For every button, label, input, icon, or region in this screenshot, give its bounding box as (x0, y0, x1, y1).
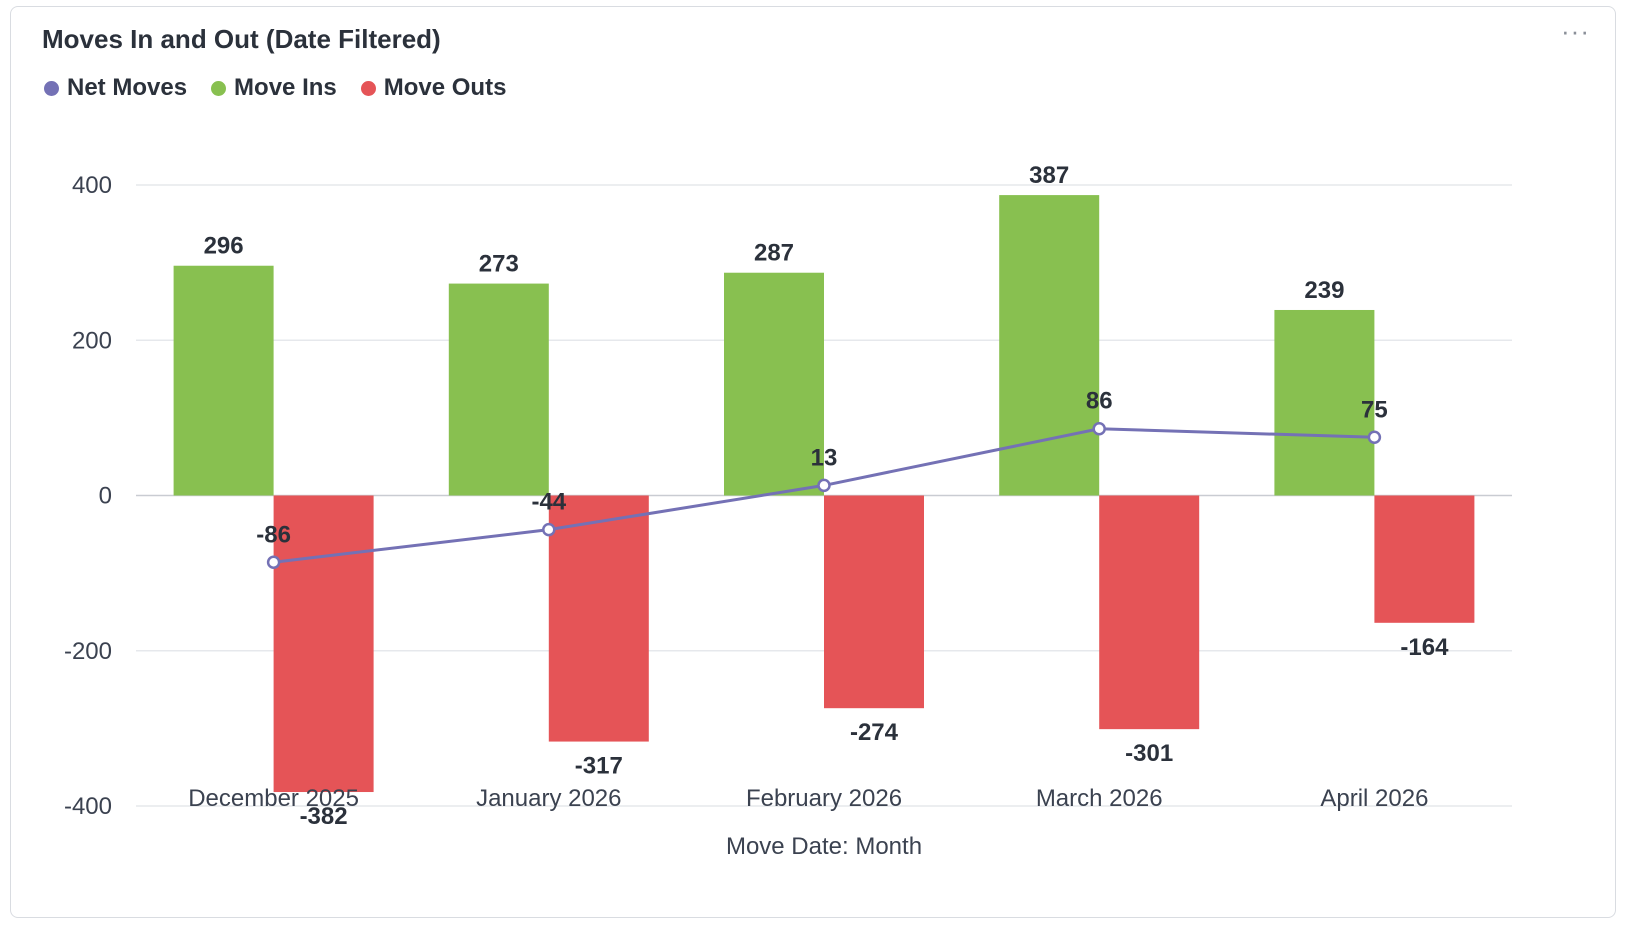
y-tick-label: -400 (64, 793, 112, 820)
legend-item-net-moves[interactable]: Net Moves (44, 74, 187, 102)
bar-move-ins (1274, 309, 1375, 496)
bar-move-outs (273, 495, 374, 793)
y-tick-label: 400 (72, 172, 112, 199)
data-label-move-ins: 273 (479, 251, 519, 278)
x-tick-label: January 2026 (476, 785, 621, 812)
bar-move-ins (448, 283, 549, 496)
data-label-move-ins: 387 (1029, 162, 1069, 189)
legend-swatch-net-moves (44, 80, 59, 96)
data-label-move-outs: -301 (1125, 740, 1173, 767)
bar-move-ins (999, 195, 1100, 496)
data-label-move-ins: 296 (204, 233, 244, 260)
point-net-moves (266, 555, 281, 570)
more-options-icon[interactable]: ··· (1561, 16, 1590, 46)
legend-swatch-move-ins (211, 80, 227, 96)
data-label-net-moves: -44 (531, 489, 566, 516)
data-label-move-outs: -317 (575, 753, 623, 780)
point-net-moves (817, 478, 831, 493)
x-tick-label: March 2026 (1036, 785, 1163, 812)
data-label-net-moves: -86 (256, 521, 291, 548)
chart-title: Moves In and Out (Date Filtered) (42, 24, 441, 54)
chart-legend: Net Moves Move Ins Move Outs (44, 74, 506, 102)
legend-item-move-ins[interactable]: Move Ins (211, 74, 337, 102)
bar-move-outs (548, 495, 649, 742)
legend-label-move-outs: Move Outs (383, 74, 507, 101)
x-tick-label: December 2025 (188, 785, 359, 812)
data-label-move-outs: -382 (300, 803, 348, 830)
legend-swatch-move-outs (360, 80, 376, 96)
data-label-move-ins: 239 (1304, 277, 1344, 304)
legend-item-move-outs[interactable]: Move Outs (360, 74, 507, 102)
data-label-move-outs: -274 (850, 719, 899, 746)
bar-move-ins (724, 272, 824, 496)
y-tick-label: -200 (64, 638, 112, 665)
x-tick-label: February 2026 (746, 785, 902, 812)
bar-move-ins (173, 265, 274, 496)
bar-move-outs (1374, 495, 1475, 623)
legend-label-net-moves: Net Moves (67, 74, 188, 101)
data-label-net-moves: 86 (1086, 388, 1113, 415)
data-label-net-moves: 13 (811, 444, 838, 471)
data-label-net-moves: 75 (1361, 396, 1388, 423)
point-net-moves (1367, 430, 1382, 445)
point-net-moves (542, 522, 556, 537)
bar-move-outs (1099, 495, 1200, 730)
x-axis-title: Move Date: Month (726, 833, 922, 860)
bar-move-outs (824, 495, 924, 709)
x-tick-label: April 2026 (1320, 785, 1428, 812)
point-net-moves (1092, 421, 1106, 436)
legend-label-move-ins: Move Ins (234, 74, 337, 101)
y-tick-label: 0 (99, 483, 112, 510)
data-label-move-ins: 287 (754, 240, 794, 267)
y-tick-label: 200 (72, 327, 112, 354)
data-label-move-outs: -164 (1400, 634, 1449, 661)
